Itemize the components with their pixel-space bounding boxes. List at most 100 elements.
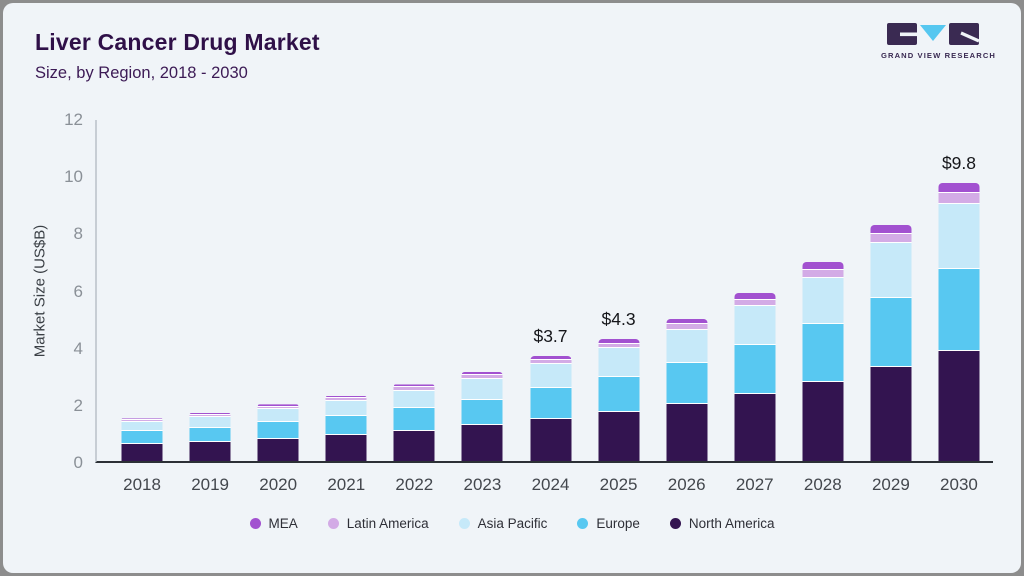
legend-color-dot bbox=[458, 518, 470, 529]
bar-column-2019: 2019 bbox=[176, 120, 244, 494]
bar-segment-latin-america bbox=[461, 375, 503, 379]
legend-item-mea: MEA bbox=[249, 516, 298, 531]
bar-column-2023: 2023 bbox=[448, 120, 516, 494]
logo-g-mark bbox=[887, 23, 917, 45]
stacked-bar bbox=[870, 120, 912, 461]
bar-segment-north-america bbox=[802, 381, 844, 461]
bar-segment-north-america bbox=[938, 350, 980, 461]
bar-segment-latin-america bbox=[325, 398, 367, 402]
bar-segment-mea bbox=[461, 371, 503, 376]
bar-segment-latin-america bbox=[257, 406, 299, 410]
bar-column-2029: 2029 bbox=[857, 120, 925, 494]
legend-item-asia-pacific: Asia Pacific bbox=[458, 516, 548, 531]
bar-segment-mea bbox=[666, 318, 708, 325]
bar-segment-europe bbox=[938, 269, 980, 351]
x-axis-label: 2026 bbox=[667, 475, 706, 494]
page-subtitle: Size, by Region, 2018 - 2030 bbox=[35, 64, 248, 82]
x-axis-label: 2029 bbox=[871, 475, 910, 494]
legend-label: MEA bbox=[268, 516, 298, 531]
bar-value-label: $3.7 bbox=[533, 325, 568, 346]
bar-segment-north-america bbox=[189, 441, 231, 461]
bar-segment-mea bbox=[189, 412, 231, 415]
stacked-bar bbox=[189, 120, 231, 461]
grand-view-research-logo: GRAND VIEW RESEARCH bbox=[881, 23, 996, 60]
bar-column-2022: 2022 bbox=[380, 120, 448, 494]
stacked-bar-plot: 2018 2019 2020 2021 2022 2023 $3.7 2024 $4.3 2025… bbox=[95, 120, 993, 494]
bar-segment-asia-pacific bbox=[870, 243, 912, 299]
y-tick-label: 8 bbox=[73, 224, 83, 244]
bar-segment-mea bbox=[393, 384, 435, 388]
bar-column-2026: 2026 bbox=[653, 120, 721, 494]
bar-segment-mea bbox=[734, 293, 776, 300]
y-tick-label: 6 bbox=[73, 281, 83, 301]
bar-segment-asia-pacific bbox=[121, 422, 163, 432]
stacked-bar bbox=[325, 120, 367, 461]
y-tick-label: 12 bbox=[64, 110, 83, 129]
bar-segment-latin-america bbox=[802, 269, 844, 278]
bar-segment-latin-america bbox=[393, 387, 435, 391]
bar-segment-north-america bbox=[530, 419, 571, 461]
bar-segment-asia-pacific bbox=[189, 417, 231, 429]
stacked-bar bbox=[938, 120, 980, 461]
legend-label: Latin America bbox=[346, 516, 429, 531]
bar-segment-europe bbox=[734, 345, 776, 394]
bar-segment-europe bbox=[189, 428, 231, 442]
bar-segment-north-america bbox=[461, 425, 503, 461]
y-tick-label: 2 bbox=[73, 395, 83, 415]
logo-r-mark bbox=[949, 23, 979, 45]
y-tick-label: 4 bbox=[73, 338, 83, 358]
bar-value-label: $4.3 bbox=[601, 308, 636, 329]
x-axis-label: 2022 bbox=[395, 475, 434, 494]
legend-color-dot bbox=[249, 518, 261, 529]
bar-segment-europe bbox=[530, 388, 571, 420]
page-title: Liver Cancer Drug Market bbox=[35, 29, 320, 55]
bar-column-2030: $9.8 2030 bbox=[925, 120, 993, 494]
legend: MEA Latin America Asia Pacific Europe North … bbox=[3, 516, 1021, 531]
x-axis-label: 2027 bbox=[735, 475, 774, 494]
bar-segment-asia-pacific bbox=[938, 203, 980, 270]
bar-column-2028: 2028 bbox=[789, 120, 857, 494]
stacked-bar bbox=[734, 120, 776, 461]
logo-text: GRAND VIEW RESEARCH bbox=[881, 51, 996, 60]
bar-segment-latin-america bbox=[734, 299, 776, 307]
bar-segment-latin-america bbox=[666, 324, 708, 331]
bar-segment-latin-america bbox=[598, 343, 640, 349]
bar-value-label: $9.8 bbox=[941, 152, 976, 173]
y-axis: 0 2 4 6 8 10 12 bbox=[43, 110, 83, 472]
bar-segment-north-america bbox=[257, 438, 299, 461]
bar-segment-europe bbox=[666, 363, 708, 405]
stacked-bar bbox=[121, 120, 163, 461]
bar-segment-asia-pacific bbox=[530, 364, 571, 389]
bar-segment-mea bbox=[257, 404, 299, 407]
bar-segment-europe bbox=[121, 431, 163, 444]
legend-item-europe: Europe bbox=[577, 516, 640, 531]
stacked-bar bbox=[461, 120, 503, 461]
x-axis-label: 2020 bbox=[259, 475, 298, 494]
legend-color-dot bbox=[327, 518, 339, 529]
bar-segment-north-america bbox=[870, 366, 912, 461]
logo-v-mark bbox=[920, 25, 946, 41]
bar-column-2018: 2018 bbox=[108, 120, 176, 494]
bar-segment-north-america bbox=[666, 404, 708, 461]
bar-segment-europe bbox=[802, 324, 844, 382]
legend-item-north-america: North America bbox=[669, 516, 774, 531]
stacked-bar bbox=[393, 120, 435, 461]
bar-segment-europe bbox=[257, 422, 299, 439]
x-axis-label: 2028 bbox=[803, 475, 842, 494]
legend-color-dot bbox=[577, 518, 589, 529]
bar-segment-europe bbox=[325, 416, 367, 435]
bar-segment-latin-america bbox=[121, 420, 163, 423]
bar-segment-asia-pacific bbox=[666, 330, 708, 364]
bar-segment-north-america bbox=[325, 434, 367, 461]
legend-label: Asia Pacific bbox=[477, 516, 548, 531]
bar-segment-mea bbox=[598, 338, 640, 344]
x-axis-label: 2025 bbox=[599, 475, 638, 494]
legend-label: Europe bbox=[596, 516, 640, 531]
stacked-bar bbox=[802, 120, 844, 461]
x-axis-label: 2019 bbox=[191, 475, 230, 494]
bar-segment-asia-pacific bbox=[257, 409, 299, 423]
y-tick-label: 10 bbox=[64, 167, 83, 187]
bar-column-2024: $3.7 2024 bbox=[516, 120, 584, 494]
bar-segment-mea bbox=[121, 418, 163, 421]
bar-segment-europe bbox=[461, 399, 503, 426]
